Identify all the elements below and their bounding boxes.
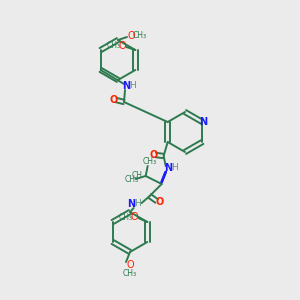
Text: O: O (150, 150, 158, 160)
Text: H: H (129, 82, 135, 91)
Text: CH₃: CH₃ (133, 32, 147, 40)
Text: O: O (156, 197, 164, 207)
Text: O: O (126, 260, 134, 270)
Text: N: N (199, 117, 207, 127)
Text: N: N (165, 163, 173, 173)
Text: O: O (127, 31, 135, 41)
Text: CH₃: CH₃ (123, 269, 137, 278)
Text: CH: CH (132, 170, 143, 179)
Text: CH₃: CH₃ (142, 158, 157, 166)
Text: H: H (134, 200, 141, 208)
Text: H: H (171, 164, 178, 172)
Text: O: O (130, 212, 138, 222)
Text: O: O (110, 95, 118, 105)
Text: CH₃: CH₃ (118, 212, 132, 221)
Text: CH₃: CH₃ (106, 41, 120, 50)
Text: CH₃: CH₃ (124, 176, 139, 184)
Text: O: O (118, 41, 126, 51)
Text: N: N (128, 199, 136, 209)
Text: N: N (122, 81, 130, 91)
